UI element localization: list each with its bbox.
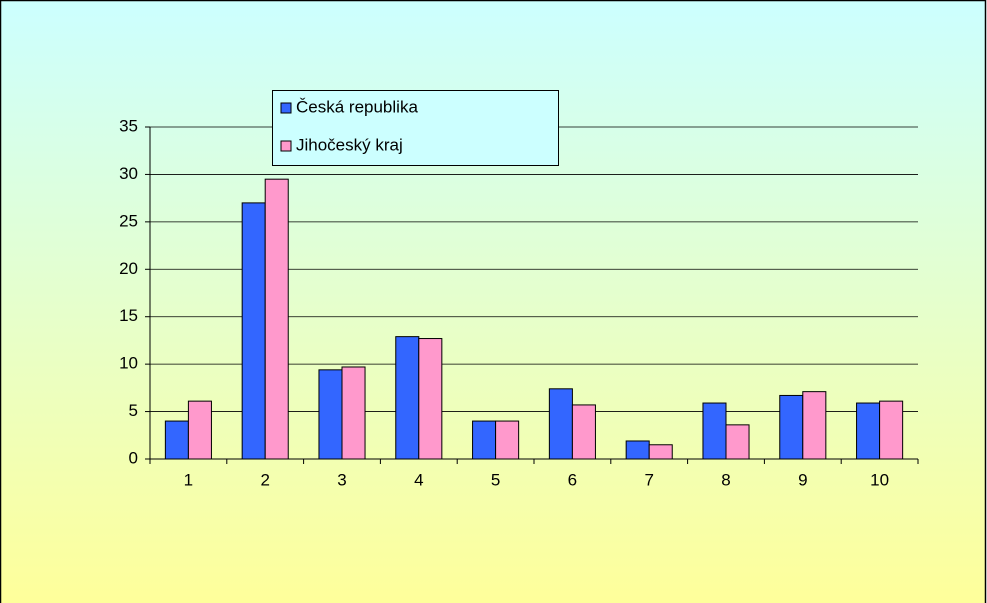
y-tick-label: 15: [119, 306, 138, 325]
bar: [625, 440, 650, 460]
bar: [702, 402, 727, 460]
bar: [472, 420, 497, 460]
y-tick-label: 20: [119, 259, 138, 278]
y-tick-label: 10: [119, 354, 138, 373]
x-tick-label: 7: [644, 470, 653, 489]
bar: [571, 404, 596, 460]
bar: [318, 369, 343, 460]
legend-label: Jihočeský kraj: [296, 135, 403, 154]
x-tick-label: 5: [491, 470, 500, 489]
bar: [856, 402, 881, 460]
x-tick-label: 9: [798, 470, 807, 489]
legend-box: [272, 90, 559, 166]
bar: [264, 178, 289, 460]
bar: [418, 338, 443, 460]
x-tick-label: 10: [870, 470, 889, 489]
legend-swatch: [280, 140, 292, 152]
x-tick-label: 6: [568, 470, 577, 489]
y-tick-label: 25: [119, 211, 138, 230]
bar: [548, 388, 573, 460]
x-tick-label: 8: [721, 470, 730, 489]
x-tick-label: 3: [337, 470, 346, 489]
y-tick-label: 30: [119, 164, 138, 183]
bar: [187, 400, 212, 460]
bar: [241, 202, 266, 460]
bar: [495, 420, 520, 460]
x-tick-label: 1: [184, 470, 193, 489]
y-tick-label: 0: [129, 448, 138, 467]
bar: [395, 336, 420, 460]
bar: [164, 420, 189, 460]
x-tick-label: 2: [260, 470, 269, 489]
legend-swatch: [280, 102, 292, 114]
bar: [779, 394, 804, 460]
bar: [879, 400, 904, 460]
bar: [802, 391, 827, 460]
y-tick-label: 5: [129, 401, 138, 420]
bar: [648, 444, 673, 460]
bar: [341, 366, 366, 460]
y-tick-label: 35: [119, 116, 138, 135]
bar: [725, 424, 750, 460]
legend-label: Česká republika: [296, 97, 418, 116]
x-tick-label: 4: [414, 470, 423, 489]
